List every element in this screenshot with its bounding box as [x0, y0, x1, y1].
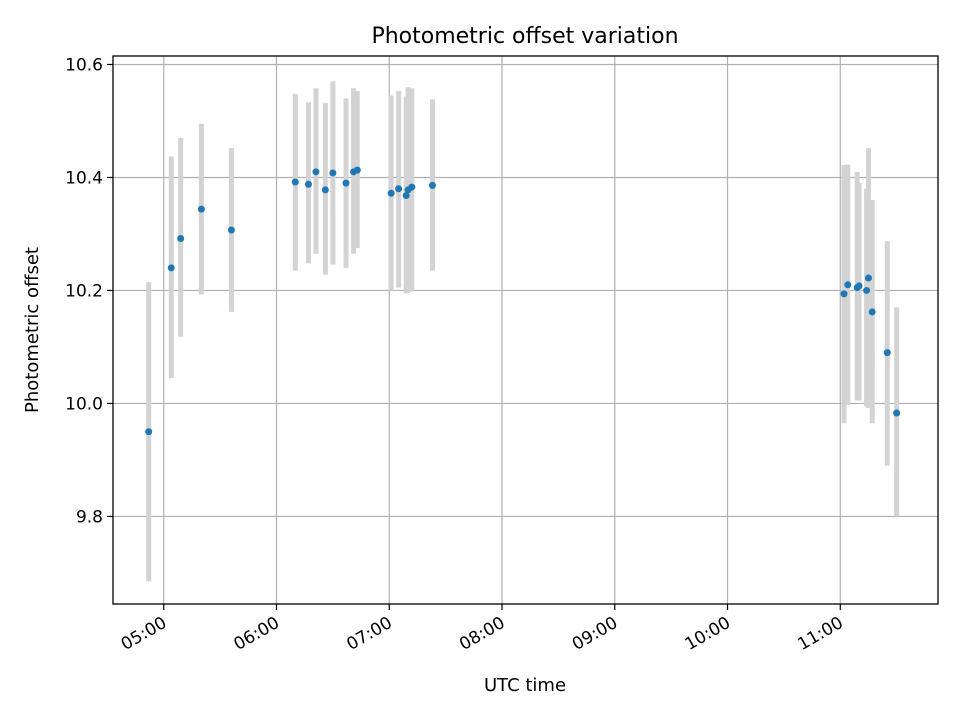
x-tick-label: 07:00	[343, 613, 395, 655]
y-tick-label: 10.4	[65, 168, 103, 188]
data-point	[291, 178, 299, 186]
data-point	[167, 264, 175, 272]
data-point	[868, 308, 876, 316]
x-axis-ticks: 05:00 06:00 07:00 08:00 09:00 10:00 11:00	[118, 604, 847, 655]
data-point	[408, 183, 416, 191]
data-point	[844, 281, 852, 289]
x-tick-label: 05:00	[118, 613, 170, 655]
x-tick-label: 10:00	[682, 613, 734, 655]
data-point	[855, 282, 863, 290]
x-axis-label: UTC time	[484, 675, 566, 696]
y-tick-label: 10.6	[65, 55, 103, 75]
data-point	[864, 274, 872, 282]
y-tick-label: 9.8	[76, 507, 103, 527]
chart-title: Photometric offset variation	[371, 24, 678, 49]
data-point	[329, 169, 337, 177]
data-point	[428, 181, 436, 189]
data-point	[312, 168, 320, 176]
y-tick-label: 10.0	[65, 394, 103, 414]
data-point	[883, 349, 891, 357]
data-point	[387, 189, 395, 197]
plot-frame	[112, 55, 939, 605]
x-tick-label: 06:00	[231, 613, 283, 655]
data-point	[893, 409, 901, 417]
data-point	[321, 186, 329, 194]
grid	[113, 56, 938, 604]
data-point	[395, 185, 403, 193]
y-tick-label: 10.2	[65, 281, 103, 301]
x-tick-label: 11:00	[794, 613, 846, 655]
data-point	[304, 180, 312, 188]
data-point	[342, 179, 350, 187]
data-point	[227, 226, 235, 234]
error-bars	[146, 81, 900, 582]
data-point	[145, 428, 153, 436]
data-point	[177, 234, 185, 242]
data-point	[197, 205, 205, 213]
y-axis-label: Photometric offset	[22, 247, 43, 413]
data-point	[840, 290, 848, 298]
data-point	[402, 192, 410, 200]
y-axis-ticks: 9.8 10.0 10.2 10.4 10.6	[65, 55, 113, 527]
data-point	[863, 286, 871, 294]
data-points	[145, 166, 901, 436]
x-tick-label: 08:00	[456, 613, 508, 655]
data-point	[353, 166, 361, 174]
x-tick-label: 09:00	[569, 613, 621, 655]
